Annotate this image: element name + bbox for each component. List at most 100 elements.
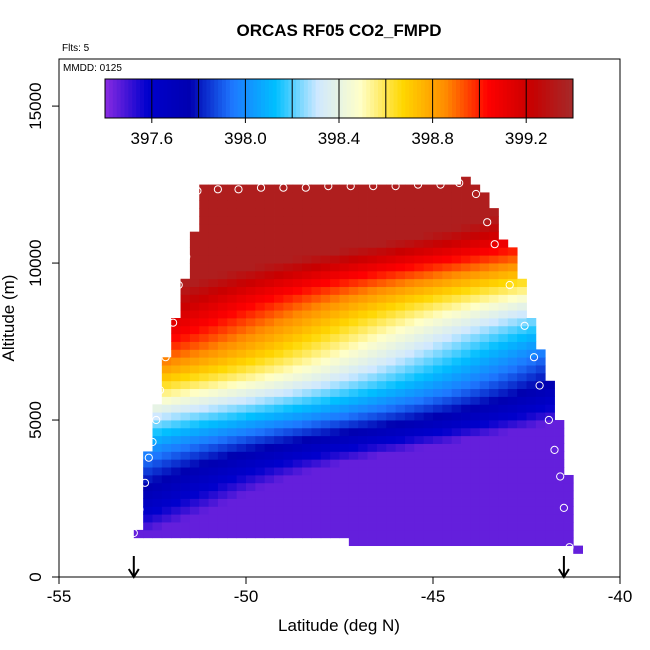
heatmap-cell: [479, 474, 490, 484]
heatmap-cell: [320, 349, 331, 358]
heatmap-cell: [274, 286, 284, 295]
heatmap-cell: [330, 482, 340, 492]
heatmap-cell: [442, 490, 453, 499]
heatmap-cell: [180, 459, 191, 468]
heatmap-cell: [545, 474, 555, 484]
heatmap-cell: [339, 529, 350, 539]
heatmap-cell: [395, 239, 406, 248]
heatmap-cell: [367, 380, 378, 390]
heatmap-cell: [189, 443, 200, 452]
heatmap-cell: [367, 278, 378, 288]
heatmap-cell: [404, 208, 415, 217]
heatmap-cell: [292, 404, 303, 413]
heatmap-cell: [302, 474, 312, 484]
heatmap-cell: [320, 294, 331, 303]
heatmap-cell: [404, 333, 415, 342]
heatmap-cell: [320, 372, 331, 382]
heatmap-cell: [255, 263, 266, 272]
heatmap-cell: [479, 208, 490, 217]
heatmap-cell: [255, 333, 266, 342]
heatmap-cell: [152, 482, 163, 492]
heatmap-cell: [152, 490, 163, 499]
heatmap-cell: [498, 318, 509, 327]
heatmap-cell: [189, 310, 200, 319]
heatmap-cell: [470, 506, 481, 515]
heatmap-cell: [330, 208, 340, 217]
heatmap-cell: [199, 396, 209, 405]
heatmap-cell: [217, 529, 228, 539]
heatmap-cell: [152, 420, 163, 429]
heatmap-cell: [395, 263, 406, 272]
heatmap-cell: [330, 215, 340, 225]
heatmap-cell: [236, 365, 247, 374]
heatmap-cell: [255, 294, 266, 303]
heatmap-cell: [339, 474, 350, 484]
heatmap-cell: [461, 357, 471, 366]
colorbar-swatch: [463, 79, 469, 118]
heatmap-cell: [348, 263, 359, 272]
heatmap-cell: [470, 286, 481, 295]
heatmap-cell: [161, 490, 172, 499]
flight-point: [346, 182, 355, 191]
heatmap-cell: [189, 506, 200, 515]
heatmap-cell: [479, 506, 490, 515]
heatmap-cell: [208, 365, 219, 374]
heatmap-cell: [189, 318, 200, 327]
heatmap-cell: [517, 490, 527, 499]
heatmap-cell: [246, 529, 256, 539]
heatmap-cell: [433, 365, 443, 374]
heatmap-cell: [320, 482, 331, 492]
heatmap-cell: [376, 451, 387, 460]
heatmap-cell: [283, 459, 294, 468]
heatmap-cell: [292, 412, 303, 421]
heatmap-cell: [320, 318, 331, 327]
heatmap-cell: [395, 490, 406, 499]
heatmap-cell: [339, 286, 350, 295]
heatmap-cell: [451, 443, 462, 452]
heatmap-cell: [348, 239, 359, 248]
heatmap-cell: [376, 474, 387, 484]
heatmap-cell: [199, 263, 209, 272]
heatmap-cell: [320, 365, 331, 374]
heatmap-cell: [376, 506, 387, 515]
heatmap-cell: [376, 443, 387, 452]
heatmap-cell: [330, 270, 340, 280]
colorbar-swatch: [537, 79, 543, 118]
heatmap-cell: [423, 349, 434, 358]
heatmap-cell: [461, 498, 471, 507]
heatmap-cell: [507, 529, 518, 539]
heatmap-cell: [433, 506, 443, 515]
heatmap-cell: [395, 404, 406, 413]
heatmap-cell: [171, 474, 181, 484]
heatmap-cell: [367, 192, 378, 201]
heatmap-cell: [264, 498, 275, 507]
heatmap-cell: [358, 514, 368, 523]
heatmap-cell: [311, 247, 322, 256]
heatmap-cell: [545, 435, 555, 444]
heatmap-cell: [507, 325, 518, 335]
heatmap-cell: [339, 522, 350, 531]
heatmap-cell: [217, 184, 228, 193]
y-tick-label: 15000: [26, 82, 45, 129]
colorbar-swatch: [276, 79, 281, 118]
flight-point: [544, 415, 554, 425]
heatmap-cell: [180, 286, 191, 295]
heatmap-cell: [199, 404, 209, 413]
flight-point: [135, 505, 144, 514]
heatmap-cell: [348, 341, 359, 350]
heatmap-cell: [274, 318, 284, 327]
heatmap-cell: [302, 372, 312, 382]
heatmap-cell: [386, 200, 396, 209]
colorbar-swatch: [155, 79, 161, 118]
heatmap-cell: [348, 482, 359, 492]
heatmap-cell: [320, 310, 331, 319]
heatmap-cell: [152, 498, 163, 507]
heatmap-cell: [507, 443, 518, 452]
heatmap-cell: [283, 357, 294, 366]
heatmap-cell: [451, 333, 462, 342]
heatmap-cell: [404, 482, 415, 492]
heatmap-cell: [442, 263, 453, 272]
heatmap-cell: [133, 529, 144, 539]
heatmap-cell: [404, 255, 415, 264]
heatmap-cell: [199, 443, 209, 452]
